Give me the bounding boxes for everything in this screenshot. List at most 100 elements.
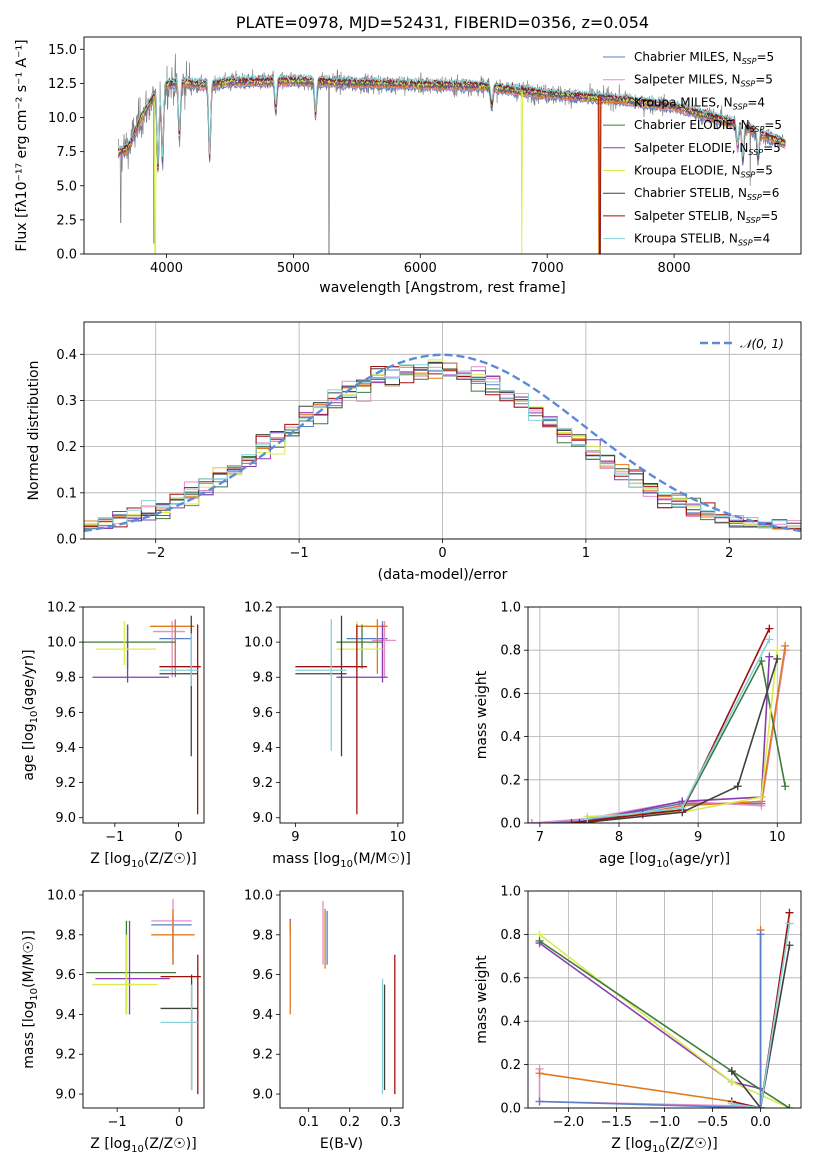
y-tick-label: 9.4	[252, 1008, 273, 1023]
weight-marker	[567, 819, 576, 823]
legend-label: Kroupa ELODIE, NSSP=5	[634, 164, 773, 180]
legend-label: 𝒩(0, 1)	[740, 337, 784, 351]
axes-frame	[279, 606, 404, 824]
x-tick-label: −2	[146, 546, 165, 561]
y-tick-label: 9.0	[55, 811, 76, 826]
normal-reference-curve	[84, 353, 801, 533]
legend-label: Salpeter STELIB, NSSP=5	[634, 209, 778, 225]
x-tick-label: 7000	[531, 261, 564, 276]
y-tick-label: 10.2	[244, 601, 273, 616]
weight-marker	[535, 1069, 544, 1078]
weight-marker	[678, 803, 687, 812]
x-tick-label: 0.2	[339, 1115, 360, 1130]
weight-line-salpeter-elodie	[587, 656, 771, 822]
x-tick-label: 0	[175, 1115, 183, 1130]
weight-marker	[756, 930, 765, 939]
y-tick-label: 2.5	[56, 213, 77, 228]
legend-label: Kroupa STELIB, NSSP=4	[634, 232, 770, 248]
y-tick-label: 0.2	[500, 1058, 521, 1073]
y-tick-label: 9.2	[55, 1048, 76, 1063]
x-tick-label: 9	[694, 830, 702, 845]
mass-weight-vs-metallicity-panel: −2.0 −1.5 −1.0 −0.5 0.0 0.0 0.2 0.4 0.6 0.8 1.0 Z […	[474, 885, 802, 1155]
x-tick-label: 7	[536, 830, 544, 845]
y-tick-label: 5.0	[56, 179, 77, 194]
y-tick-label: 0.8	[500, 928, 521, 943]
x-tick-label: 10	[769, 830, 786, 845]
x-axis-label: mass [log10(M/M☉)]	[272, 851, 411, 870]
weight-marker	[765, 652, 774, 661]
weight-marker	[765, 624, 774, 633]
x-tick-label: 0.1	[298, 1115, 319, 1130]
y-tick-label: 10.0	[244, 636, 273, 651]
x-tick-label: 8000	[658, 261, 691, 276]
axes-frame	[83, 321, 802, 540]
plot-area	[289, 900, 396, 1095]
legend-label: Chabrier MILES, NSSP=5	[634, 50, 774, 66]
plot-area	[84, 353, 801, 533]
x-tick-label: 5000	[277, 261, 310, 276]
y-tick-label: 9.6	[252, 968, 273, 983]
axes-frame	[82, 606, 205, 824]
y-tick-label: 0.6	[500, 971, 521, 986]
histogram-kroupa-stelib	[84, 364, 801, 529]
y-tick-label: 0.1	[56, 486, 77, 501]
y-tick-label: 10.2	[47, 601, 76, 616]
x-tick-label: −2.0	[553, 1115, 585, 1130]
legend-label: Salpeter ELODIE, NSSP=5	[634, 141, 781, 157]
y-tick-label: 9.2	[252, 1048, 273, 1063]
mass-weight-vs-age-panel: 7 8 9 10 0.0 0.2 0.4 0.6 0.8 1.0 age [log10(age/yr…	[474, 601, 802, 870]
y-axis-label: mass weight	[474, 670, 490, 759]
spectrum-legend: Chabrier MILES, NSSP=5 Salpeter MILES, NS…	[603, 50, 782, 248]
weight-line-chabrier-miles	[539, 934, 762, 1108]
y-tick-label: 0.0	[500, 1102, 521, 1117]
x-axis-label: Z [log10(Z/Z☉)]	[90, 851, 196, 870]
y-tick-label: 9.8	[55, 928, 76, 943]
y-tick-label: 12.5	[48, 77, 77, 92]
x-tick-label: −1.5	[601, 1115, 633, 1130]
weight-marker	[773, 654, 782, 663]
x-axis-label: wavelength [Angstrom, rest frame]	[319, 280, 565, 296]
mass-vs-metallicity-panel: −1 0 9.0 9.2 9.4 9.6 9.8 10.0 Z [log10(Z/Z☉)] mas…	[21, 888, 205, 1155]
age-vs-metallicity-panel: −1 0 9.0 9.2 9.4 9.6 9.8 10.0 10.2 Z [log10(Z/Z☉)…	[21, 601, 205, 870]
y-tick-label: 7.5	[56, 145, 77, 160]
y-axis-label: mass [log10(M/M☉)]	[21, 930, 40, 1069]
plot-area	[295, 615, 396, 815]
y-tick-label: 9.6	[55, 968, 76, 983]
plot-area	[83, 615, 201, 815]
x-tick-label: 0	[174, 830, 182, 845]
weight-marker	[765, 635, 774, 644]
y-tick-label: 1.0	[500, 885, 521, 900]
legend-label: Kroupa MILES, NSSP=4	[634, 95, 765, 111]
weight-line-chabrier-stelib	[731, 945, 791, 1108]
weight-marker	[785, 1104, 794, 1108]
weight-marker	[727, 1067, 736, 1076]
weight-marker	[757, 793, 766, 802]
x-tick-label: 4000	[150, 261, 183, 276]
y-tick-label: 10.0	[47, 636, 76, 651]
y-tick-label: 9.6	[252, 706, 273, 721]
y-tick-label: 9.2	[55, 776, 76, 791]
y-tick-label: 9.4	[252, 741, 273, 756]
y-tick-label: 9.0	[252, 1088, 273, 1103]
weight-line-kroupa-elodie	[587, 650, 779, 818]
y-tick-label: 10.0	[244, 888, 273, 903]
weight-marker	[727, 1077, 736, 1086]
y-tick-label: 0.4	[500, 730, 521, 745]
x-axis-label: Z [log10(Z/Z☉)]	[611, 1136, 717, 1155]
y-tick-label: 9.8	[55, 671, 76, 686]
weight-line-kroupa-stelib	[731, 923, 791, 1108]
y-tick-label: 0.0	[500, 817, 521, 832]
x-tick-label: 1	[582, 546, 590, 561]
y-tick-label: 9.8	[252, 671, 273, 686]
x-tick-label: −1.0	[649, 1115, 681, 1130]
y-tick-label: 1.0	[500, 601, 521, 616]
axes-frame	[83, 36, 802, 255]
x-axis-label: (data-model)/error	[378, 567, 508, 583]
y-tick-label: 9.6	[55, 706, 76, 721]
weight-line-salpeter-stelib	[731, 912, 791, 1108]
residuals-histogram-panel: −2 −1 0 1 2 0.0 0.1 0.2 0.3 0.4 (data-model)/error…	[26, 321, 802, 583]
y-axis-label: Normed distribution	[26, 361, 42, 501]
y-tick-label: 10.0	[47, 888, 76, 903]
weight-marker	[528, 819, 536, 823]
